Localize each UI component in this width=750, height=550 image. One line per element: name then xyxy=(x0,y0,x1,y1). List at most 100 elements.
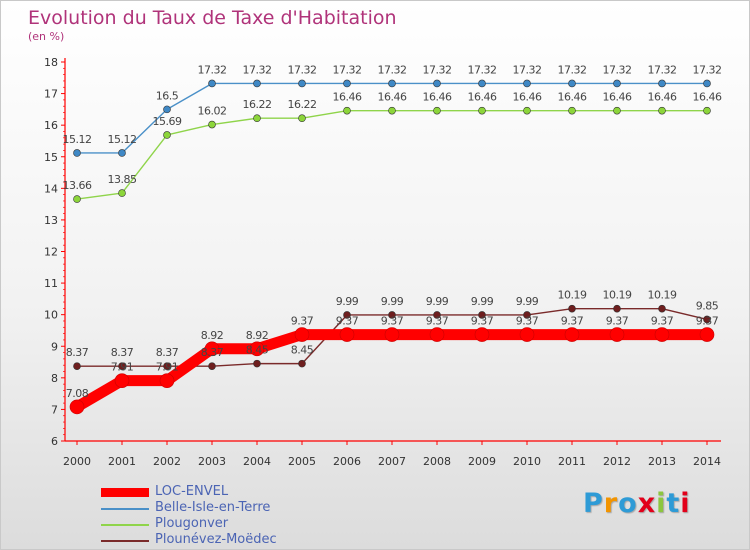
series-plougonver xyxy=(73,106,711,203)
data-label: 9.99 xyxy=(336,295,359,308)
y-tick-label: 7 xyxy=(51,403,58,416)
data-label: 15.69 xyxy=(153,115,182,128)
data-label: 8.37 xyxy=(111,346,134,359)
chart-title: Evolution du Taux de Taxe d'Habitation xyxy=(28,7,397,29)
data-point xyxy=(159,373,175,388)
data-point xyxy=(519,327,535,342)
data-label: 10.19 xyxy=(603,289,632,302)
data-point xyxy=(249,341,265,357)
data-point xyxy=(568,79,576,88)
chart-subtitle: (en %) xyxy=(28,30,65,43)
data-label: 13.85 xyxy=(108,173,137,186)
data-label: 17.32 xyxy=(648,63,677,76)
logo-letter: r xyxy=(603,488,619,519)
data-label: 15.12 xyxy=(108,133,137,146)
data-point xyxy=(118,149,126,157)
data-point xyxy=(523,311,531,319)
data-point xyxy=(73,195,81,203)
logo-letter: x xyxy=(637,488,657,519)
data-point xyxy=(478,106,486,115)
data-point xyxy=(253,359,261,368)
data-point xyxy=(658,106,666,115)
data-label: 16.46 xyxy=(693,91,722,104)
data-label: 8.45 xyxy=(246,344,269,357)
data-point xyxy=(253,114,261,123)
x-tick-label: 2001 xyxy=(108,455,136,468)
proxiti-logo: Proxiti xyxy=(583,488,691,519)
data-label: 9.37 xyxy=(426,315,449,328)
legend-item-belle-isle-en-terre: Belle-Isle-en-Terre xyxy=(101,500,321,517)
data-label: 7.91 xyxy=(111,361,134,374)
x-tick-label: 2013 xyxy=(648,455,676,468)
data-label: 9.37 xyxy=(291,315,314,328)
data-point xyxy=(388,311,396,319)
data-label: 8.37 xyxy=(156,346,179,359)
data-label: 7.91 xyxy=(156,361,179,374)
data-point xyxy=(613,106,621,115)
data-point xyxy=(208,79,216,88)
y-tick-label: 8 xyxy=(51,372,58,385)
data-point xyxy=(163,362,171,370)
data-point xyxy=(474,327,490,342)
data-point xyxy=(208,120,216,129)
legend-swatch-loc-envel xyxy=(101,488,149,497)
data-label: 9.37 xyxy=(561,315,584,328)
data-point xyxy=(433,311,441,319)
data-point xyxy=(568,304,576,313)
data-point xyxy=(163,131,171,139)
data-point xyxy=(433,79,441,88)
data-point xyxy=(118,362,126,370)
data-point xyxy=(568,106,576,115)
legend-item-plounevez-moedec: Plounévez-Moëdec xyxy=(101,532,321,549)
data-label: 17.32 xyxy=(378,63,407,76)
legend-swatch-plounevez-moedec xyxy=(101,540,149,542)
data-point xyxy=(298,114,306,123)
data-point xyxy=(114,373,130,388)
data-point xyxy=(253,79,261,88)
data-point xyxy=(564,327,580,342)
data-label: 17.32 xyxy=(603,63,632,76)
data-label: 8.92 xyxy=(246,329,269,342)
data-point xyxy=(613,79,621,88)
data-point xyxy=(654,327,670,342)
data-label: 9.99 xyxy=(471,295,494,308)
data-label: 17.32 xyxy=(288,63,317,76)
y-tick-label: 11 xyxy=(44,277,58,290)
data-label: 9.99 xyxy=(426,295,449,308)
x-tick-label: 2012 xyxy=(603,455,631,468)
data-label: 9.37 xyxy=(336,315,359,328)
data-label: 16.02 xyxy=(198,105,227,118)
legend-swatch-belle-isle-en-terre xyxy=(101,508,149,510)
legend-swatch-plougonver xyxy=(101,524,149,526)
data-point xyxy=(343,106,351,115)
data-point xyxy=(523,106,531,115)
data-label: 10.19 xyxy=(648,289,677,302)
data-point xyxy=(343,79,351,88)
data-label: 16.46 xyxy=(423,91,452,104)
data-label: 9.37 xyxy=(471,315,494,328)
y-tick-label: 12 xyxy=(44,246,58,259)
data-label: 9.37 xyxy=(516,315,539,328)
data-point xyxy=(429,327,445,342)
x-tick-label: 2004 xyxy=(243,455,271,468)
legend-item-plougonver: Plougonver xyxy=(101,516,321,533)
y-tick-label: 16 xyxy=(44,119,58,132)
data-point xyxy=(339,327,355,342)
logo-letter: i xyxy=(656,488,667,519)
data-label: 17.32 xyxy=(513,63,542,76)
y-tick-label: 10 xyxy=(44,309,58,322)
data-point xyxy=(388,106,396,115)
data-point xyxy=(703,106,711,115)
x-tick-label: 2014 xyxy=(693,455,721,468)
data-point xyxy=(208,362,216,370)
data-label: 16.46 xyxy=(468,91,497,104)
data-point xyxy=(73,362,81,370)
data-point xyxy=(523,79,531,88)
x-tick-label: 2005 xyxy=(288,455,316,468)
data-point xyxy=(478,79,486,88)
data-label: 17.32 xyxy=(198,63,227,76)
data-label: 17.32 xyxy=(423,63,452,76)
data-point xyxy=(69,399,85,415)
data-label: 8.92 xyxy=(201,329,224,342)
